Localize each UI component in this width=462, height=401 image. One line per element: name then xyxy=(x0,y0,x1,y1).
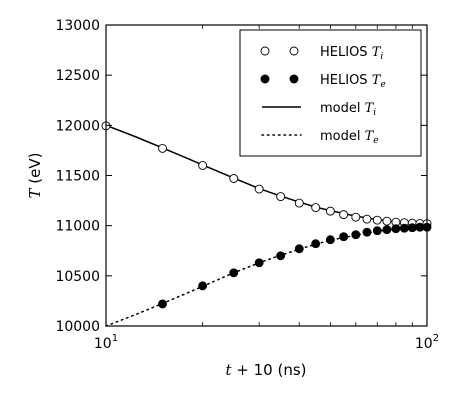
y-tick-label: 13000 xyxy=(55,18,100,34)
legend-entry: model Te xyxy=(261,129,379,146)
data-point xyxy=(198,161,208,170)
legend-entry: HELIOS Te xyxy=(260,73,386,90)
data-point xyxy=(325,206,335,216)
data-point xyxy=(311,203,321,213)
data-point xyxy=(339,232,349,242)
data-point xyxy=(382,216,392,226)
data-point xyxy=(339,210,349,220)
series-markers xyxy=(101,121,432,309)
legend: HELIOS Ti HELIOS Te model Ti model Te xyxy=(239,29,422,157)
data-point xyxy=(382,225,392,235)
data-point xyxy=(362,227,372,237)
data-point xyxy=(362,214,372,224)
data-point xyxy=(158,143,167,153)
axis-ticks xyxy=(105,24,428,327)
y-tick-label: 12500 xyxy=(55,68,100,84)
data-point xyxy=(399,223,409,233)
data-point xyxy=(254,258,264,268)
data-point xyxy=(294,244,304,254)
legend-label: model Ti xyxy=(320,101,376,118)
legend-label: HELIOS Ti xyxy=(320,45,383,62)
tick-labels: 10000 10500 11000 11500 12000 12500 13000 101 10… xyxy=(55,18,439,352)
data-point xyxy=(311,239,321,249)
data-point xyxy=(351,212,361,222)
legend-label: model Te xyxy=(320,129,379,146)
data-point xyxy=(391,224,401,234)
y-tick-label: 10500 xyxy=(55,269,100,285)
data-point xyxy=(276,251,286,261)
data-point xyxy=(229,174,239,183)
x-tick-label: 101 xyxy=(94,333,118,352)
legend-entry: HELIOS Ti xyxy=(260,45,383,62)
data-point xyxy=(351,230,361,240)
data-point xyxy=(254,184,264,194)
y-tick-label: 12000 xyxy=(55,118,100,134)
legend-marker-swatch xyxy=(289,46,299,56)
legend-marker-swatch xyxy=(260,46,270,56)
series-line-3 xyxy=(105,226,428,327)
y-axis-label: T (eV) xyxy=(26,153,44,199)
y-tick-label: 11000 xyxy=(55,219,100,235)
legend-marker-swatch xyxy=(289,74,299,84)
data-point xyxy=(276,192,286,202)
legend-marker-swatch xyxy=(260,74,270,84)
legend-entry: model Ti xyxy=(262,101,376,118)
y-tick-label: 10000 xyxy=(55,319,100,335)
data-point xyxy=(294,198,304,208)
data-point xyxy=(198,281,208,291)
y-tick-label: 11500 xyxy=(55,169,100,185)
legend-box xyxy=(239,29,422,157)
data-point xyxy=(229,268,239,278)
data-point xyxy=(325,235,335,245)
data-point xyxy=(372,226,382,236)
data-point xyxy=(407,223,417,233)
legend-label: HELIOS Te xyxy=(320,73,386,90)
x-axis-label: t + 10 (ns) xyxy=(225,361,306,379)
data-point xyxy=(372,215,382,225)
x-tick-label: 102 xyxy=(415,333,439,352)
data-point xyxy=(158,299,167,309)
